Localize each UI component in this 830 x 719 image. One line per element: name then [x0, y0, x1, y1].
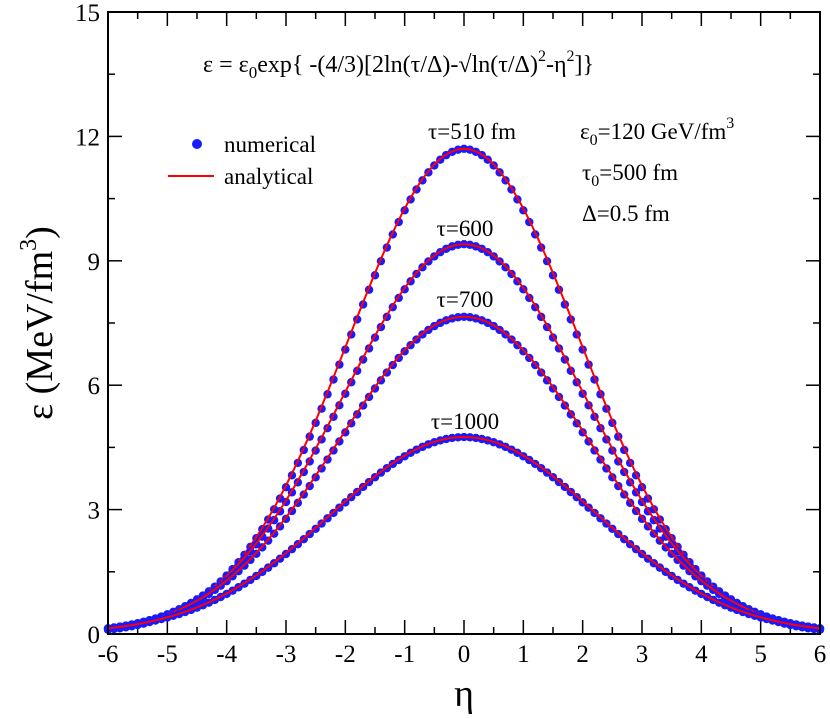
formula-sub0: 0 [249, 63, 258, 82]
param-delta-base: Δ=0.5 fm [582, 201, 670, 226]
x-tick-label: -3 [276, 641, 297, 668]
param-tau0-sub: 0 [591, 173, 599, 190]
legend-numerical-marker [192, 139, 202, 149]
curve-label-tau700: τ=700 [437, 287, 494, 312]
x-tick-label: 0 [458, 641, 471, 668]
legend: numerical analytical [168, 132, 316, 189]
param-tau0-rest: =500 fm [599, 160, 678, 185]
y-tick-label: 9 [88, 249, 101, 276]
x-tick-label: -4 [216, 641, 237, 668]
param-epsilon0: ε0=120 GeV/fm3 [580, 115, 734, 149]
x-tick-label: 5 [754, 641, 767, 668]
y-tick-label: 3 [88, 498, 101, 525]
param-tau0: τ0=500 fm [582, 160, 678, 190]
curve-label-tau600: τ=600 [437, 216, 494, 241]
y-axis-title-sup: 3 [16, 239, 42, 251]
curve-label-tau510: τ=510 fm [428, 119, 516, 144]
x-tick-label: -1 [394, 641, 415, 668]
y-tick-label: 12 [75, 124, 100, 151]
x-tick-label: -2 [335, 641, 356, 668]
legend-numerical-label: numerical [224, 132, 316, 157]
x-tick-label: 2 [576, 641, 589, 668]
curve-label-tau1000: τ=1000 [431, 409, 499, 434]
x-tick-label: 6 [814, 641, 827, 668]
y-axis-title-tail: ) [19, 226, 61, 239]
x-tick-label: -5 [157, 641, 178, 668]
formula-tail: -η [546, 52, 567, 78]
analytical-line [107, 315, 821, 630]
x-tick-label: 4 [695, 641, 708, 668]
analytical-line [107, 243, 821, 630]
param-delta: Δ=0.5 fm [582, 201, 670, 226]
formula-lhs: ε = ε [203, 52, 249, 78]
y-tick-label: 15 [75, 0, 100, 27]
x-tick-label: 1 [517, 641, 530, 668]
param-epsilon0-base: ε [580, 119, 590, 144]
param-epsilon0-sub: 0 [590, 132, 598, 149]
x-tick-label: -6 [98, 641, 119, 668]
analytical-line [107, 436, 821, 630]
formula-annotation: ε = ε0exp{ -(4/3)[2ln(τ/Δ)-√ln(τ/Δ)2-η2]… [203, 48, 594, 82]
plot-frame [107, 11, 821, 635]
y-axis-title: ε (MeV/fm3) [16, 226, 61, 420]
x-tick-label: 3 [636, 641, 649, 668]
svg-text:ε (MeV/fm3): ε (MeV/fm3) [16, 226, 61, 420]
param-epsilon0-sup: 3 [726, 115, 734, 132]
y-tick-label: 0 [88, 622, 101, 649]
formula-sup2: 2 [538, 48, 546, 65]
y-tick-label: 6 [88, 373, 101, 400]
legend-analytical-label: analytical [224, 164, 313, 189]
formula-mid: exp{ -(4/3)[2ln(τ/Δ)-√ln(τ/Δ) [257, 52, 538, 78]
param-epsilon0-rest: =120 GeV/fm [598, 119, 727, 144]
x-axis-title: η [454, 673, 474, 715]
y-axis-title-main: ε (MeV/fm [19, 251, 61, 420]
param-tau0-base: τ [582, 160, 591, 185]
formula-end: ]} [575, 52, 595, 78]
formula-sup3: 2 [567, 48, 575, 65]
